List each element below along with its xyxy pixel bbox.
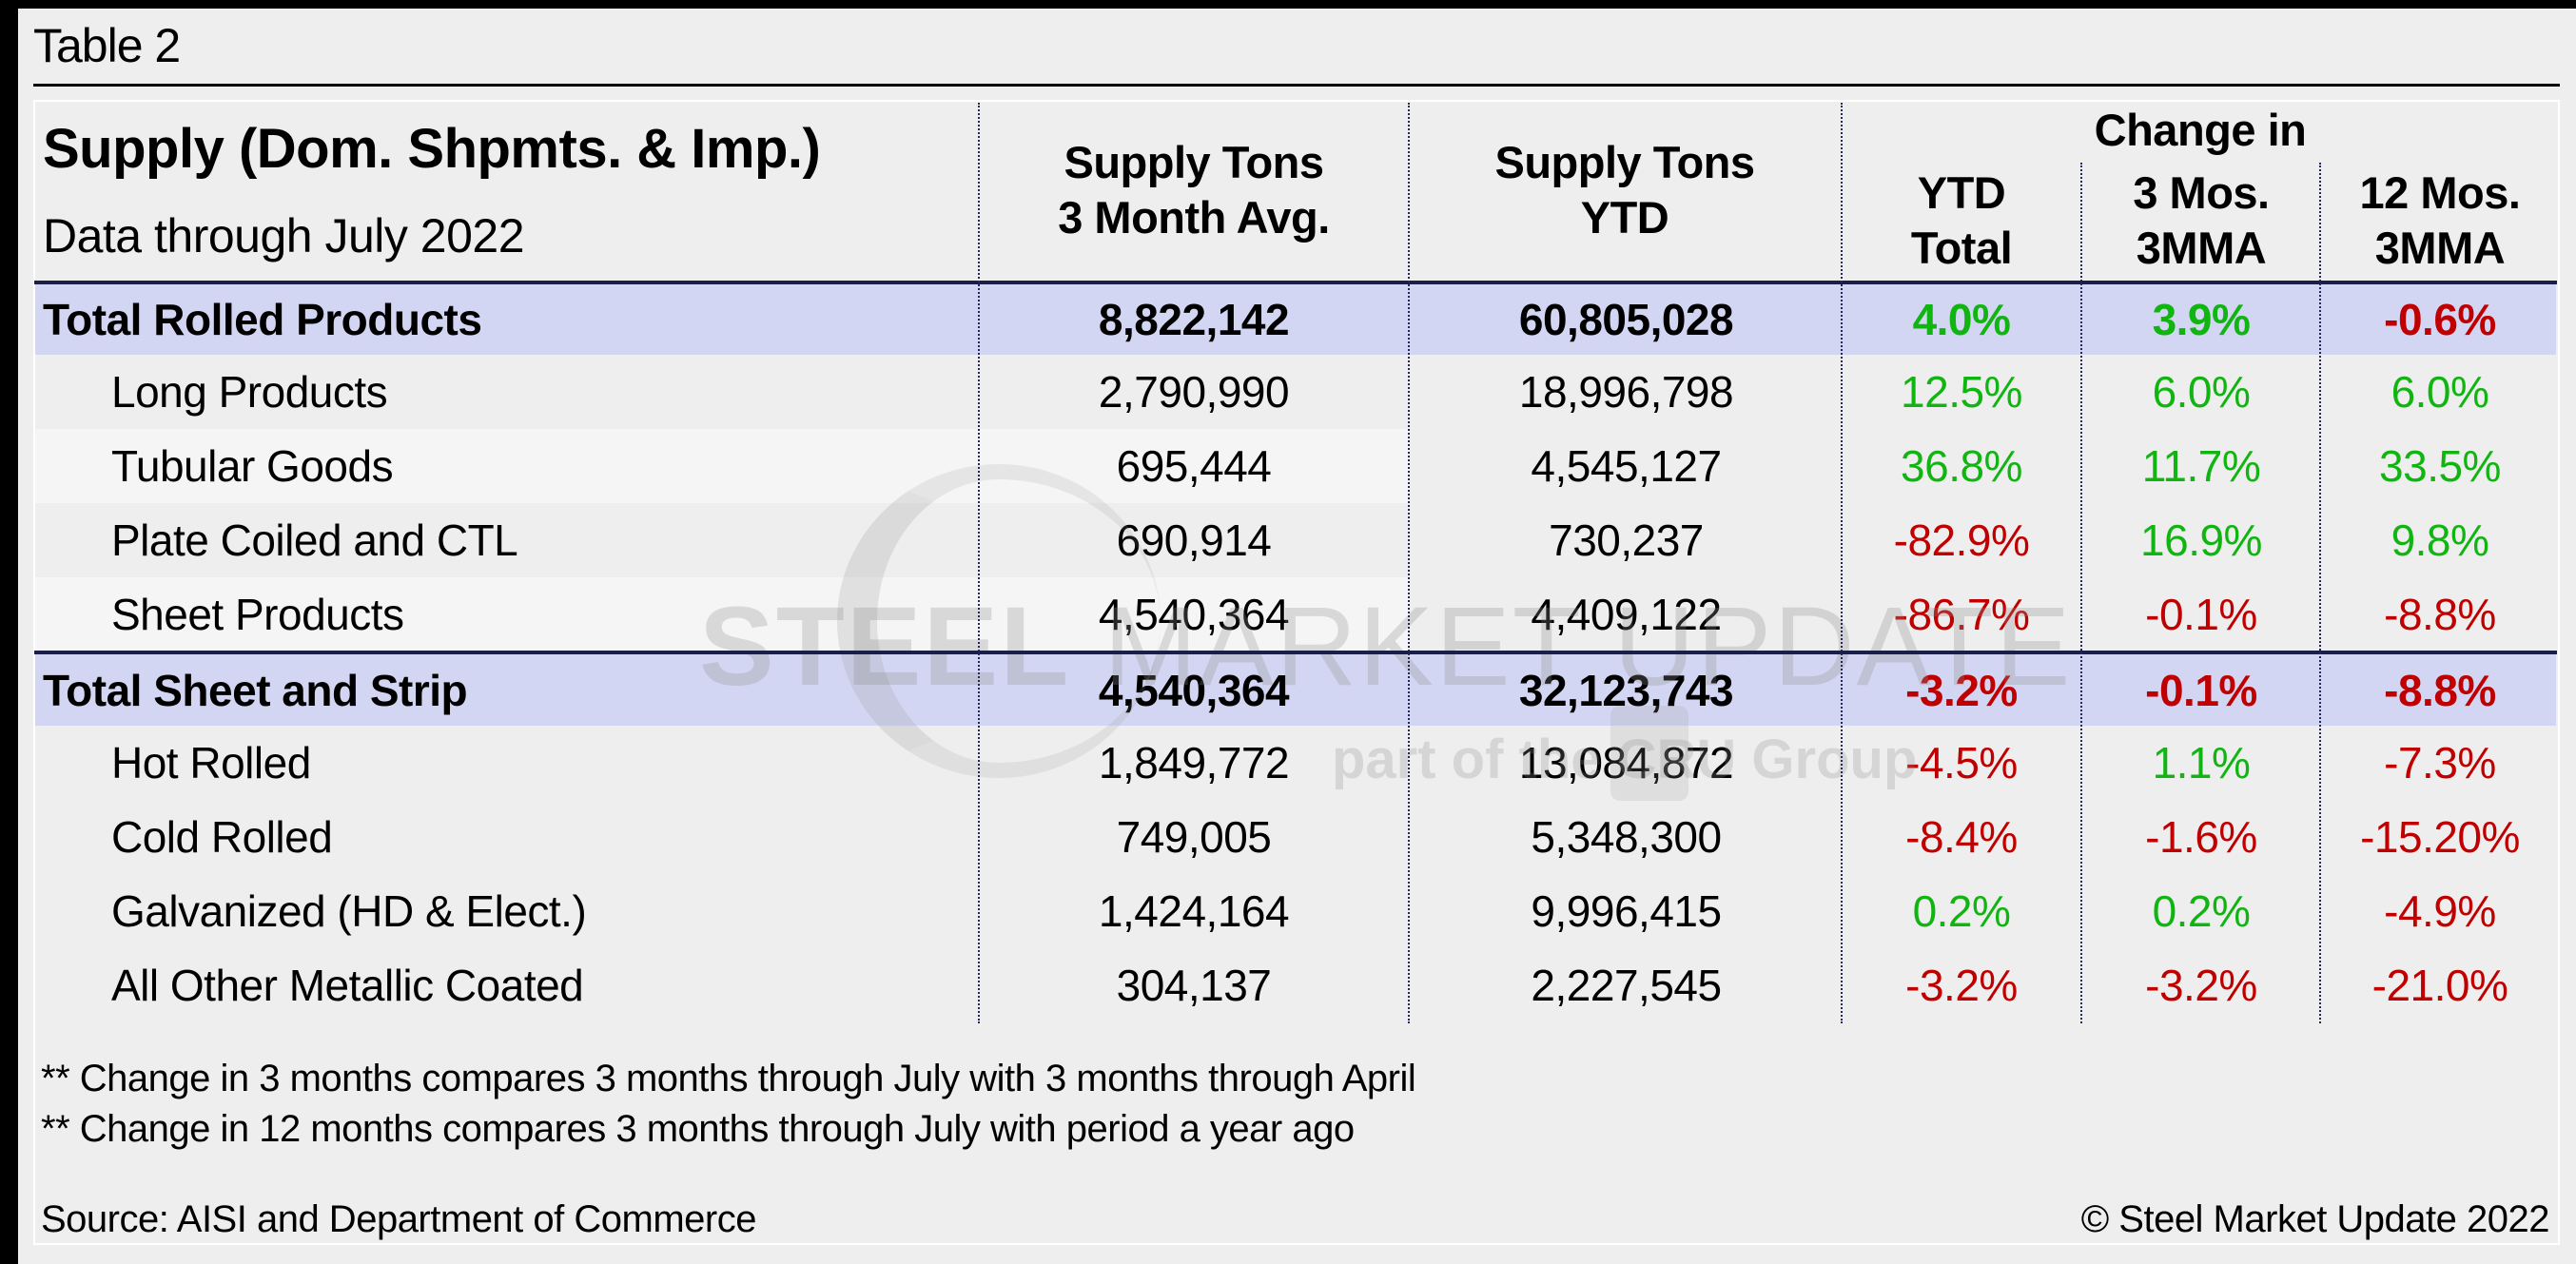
change-3mos: 0.2% bbox=[2152, 886, 2251, 936]
change-ytd-total: -82.9% bbox=[1893, 515, 2030, 565]
change-ytd-total: 0.2% bbox=[1912, 886, 2011, 936]
col-header-ytd-total: YTD Total bbox=[1910, 167, 2013, 273]
supply-3mo-avg: 8,822,142 bbox=[1098, 294, 1290, 344]
supply-ytd: 2,227,545 bbox=[1531, 961, 1722, 1010]
supply-ytd: 32,123,743 bbox=[1518, 665, 1734, 715]
supply-ytd: 730,237 bbox=[1549, 515, 1704, 565]
table-row: Galvanized (HD & Elect.) 1,424,164 9,996,4… bbox=[35, 874, 2556, 948]
col-divider bbox=[1841, 103, 1843, 1023]
change-12mos: 6.0% bbox=[2391, 367, 2489, 417]
change-3mos: 11.7% bbox=[2141, 441, 2261, 491]
row-label: Cold Rolled bbox=[111, 812, 333, 862]
table-row: Total Sheet and Strip 4,540,364 32,123,743… bbox=[35, 654, 2556, 726]
table-row: Hot Rolled 1,849,772 13,084,872 -4.5% 1.1% -7… bbox=[35, 726, 2556, 800]
row-label: Sheet Products bbox=[111, 589, 404, 639]
change-3mos: 16.9% bbox=[2140, 515, 2262, 565]
col-group-change-in: Change in bbox=[2094, 105, 2307, 155]
change-12mos: 33.5% bbox=[2379, 441, 2501, 491]
change-3mos: 1.1% bbox=[2152, 738, 2251, 788]
table-row: Plate Coiled and CTL 690,914 730,237 -82.9%… bbox=[35, 503, 2556, 577]
supply-3mo-avg: 1,424,164 bbox=[1098, 886, 1290, 936]
data-date: Data through July 2022 bbox=[43, 209, 525, 263]
change-12mos: -7.3% bbox=[2384, 738, 2496, 788]
col-divider bbox=[1408, 103, 1410, 1023]
change-ytd-total: 36.8% bbox=[1901, 441, 2022, 491]
section-rule bbox=[34, 651, 2557, 654]
supply-ytd: 4,545,127 bbox=[1531, 441, 1722, 491]
change-3mos: 6.0% bbox=[2152, 367, 2251, 417]
footnote-3mo: ** Change in 3 months compares 3 months … bbox=[41, 1058, 1416, 1099]
supply-3mo-avg: 749,005 bbox=[1116, 812, 1272, 862]
supply-ytd: 18,996,798 bbox=[1518, 367, 1734, 417]
row-label: Total Rolled Products bbox=[43, 294, 482, 344]
change-ytd-total: -3.2% bbox=[1905, 665, 2018, 715]
table-row: Total Rolled Products 8,822,142 60,805,028… bbox=[35, 283, 2556, 355]
source-note: Source: AISI and Department of Commerce bbox=[41, 1198, 756, 1240]
supply-3mo-avg: 1,849,772 bbox=[1098, 738, 1290, 788]
table-row: Cold Rolled 749,005 5,348,300 -8.4% -1.6% -15… bbox=[35, 800, 2556, 874]
supply-ytd: 4,409,122 bbox=[1531, 589, 1722, 639]
change-ytd-total: -86.7% bbox=[1893, 589, 2030, 639]
col-header-3mo-avg: Supply Tons 3 Month Avg. bbox=[1058, 137, 1330, 243]
row-label: Total Sheet and Strip bbox=[43, 665, 468, 715]
supply-3mo-avg: 304,137 bbox=[1116, 961, 1272, 1010]
change-ytd-total: 4.0% bbox=[1912, 294, 2011, 344]
supply-3mo-avg: 695,444 bbox=[1116, 441, 1272, 491]
table-row: Long Products 2,790,990 18,996,798 12.5% 6.0… bbox=[35, 355, 2556, 429]
col-header-3mos: 3 Mos. 3MMA bbox=[2133, 167, 2270, 273]
change-3mos: -3.2% bbox=[2145, 961, 2257, 1010]
supply-ytd: 13,084,872 bbox=[1518, 738, 1734, 788]
change-12mos: -8.8% bbox=[2384, 665, 2496, 715]
change-ytd-total: 12.5% bbox=[1901, 367, 2022, 417]
supply-ytd: 5,348,300 bbox=[1531, 812, 1722, 862]
supply-3mo-avg: 690,914 bbox=[1116, 515, 1272, 565]
change-12mos: -15.20% bbox=[2360, 812, 2520, 862]
col-divider bbox=[978, 103, 980, 1023]
col-header-12mos: 12 Mos. 3MMA bbox=[2359, 167, 2521, 273]
change-3mos: -0.1% bbox=[2145, 665, 2257, 715]
change-ytd-total: -4.5% bbox=[1905, 738, 2018, 788]
change-12mos: -8.8% bbox=[2384, 589, 2496, 639]
header-rule bbox=[34, 281, 2557, 284]
title-rule bbox=[33, 84, 2560, 87]
change-12mos: -4.9% bbox=[2384, 886, 2496, 936]
row-label: All Other Metallic Coated bbox=[111, 961, 584, 1010]
change-12mos: 9.8% bbox=[2391, 515, 2489, 565]
supply-3mo-avg: 4,540,364 bbox=[1098, 589, 1290, 639]
supply-ytd: 9,996,415 bbox=[1531, 886, 1722, 936]
col-header-ytd: Supply Tons YTD bbox=[1494, 137, 1755, 243]
row-label: Plate Coiled and CTL bbox=[111, 515, 518, 565]
supply-3mo-avg: 4,540,364 bbox=[1098, 665, 1290, 715]
change-ytd-total: -3.2% bbox=[1905, 961, 2018, 1010]
change-3mos: 3.9% bbox=[2152, 294, 2251, 344]
change-12mos: -0.6% bbox=[2384, 294, 2496, 344]
change-12mos: -21.0% bbox=[2371, 961, 2508, 1010]
change-ytd-total: -8.4% bbox=[1905, 812, 2018, 862]
supply-ytd: 60,805,028 bbox=[1518, 294, 1734, 344]
col-divider bbox=[2319, 163, 2321, 1023]
row-label: Galvanized (HD & Elect.) bbox=[111, 886, 587, 936]
footnote-12mo: ** Change in 12 months compares 3 months… bbox=[41, 1108, 1355, 1150]
row-label: Tubular Goods bbox=[111, 441, 394, 491]
table-row: Sheet Products 4,540,364 4,409,122 -86.7% -0… bbox=[35, 577, 2556, 651]
table-row: All Other Metallic Coated 304,137 2,227,54… bbox=[35, 948, 2556, 1022]
row-label: Hot Rolled bbox=[111, 738, 311, 788]
copyright: © Steel Market Update 2022 bbox=[2080, 1198, 2550, 1240]
change-3mos: -0.1% bbox=[2145, 589, 2257, 639]
change-3mos: -1.6% bbox=[2145, 812, 2257, 862]
table-label: Table 2 bbox=[33, 19, 181, 72]
col-divider bbox=[2080, 163, 2082, 1023]
supply-3mo-avg: 2,790,990 bbox=[1098, 367, 1290, 417]
table-heading: Supply (Dom. Shpmts. & Imp.) bbox=[43, 118, 821, 180]
row-label: Long Products bbox=[111, 367, 388, 417]
table-row: Tubular Goods 695,444 4,545,127 36.8% 11.7% 3… bbox=[35, 429, 2556, 503]
